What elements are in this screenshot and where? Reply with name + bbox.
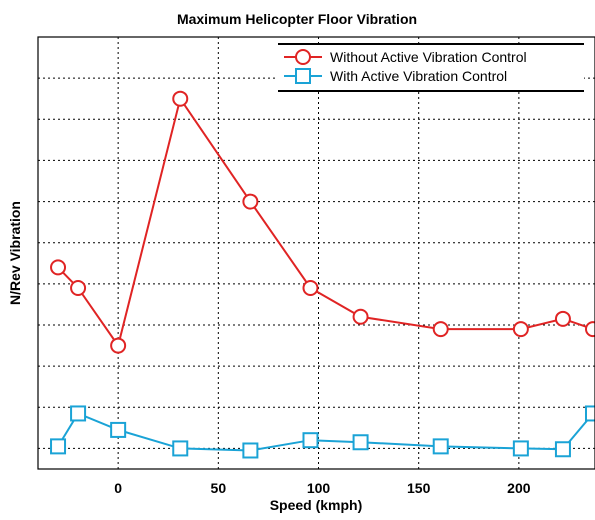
data-point-marker: [50, 438, 67, 455]
data-point-marker: [70, 279, 87, 296]
legend-label: With Active Vibration Control: [330, 68, 507, 84]
grid: [38, 37, 595, 469]
x-tick-label: 200: [507, 480, 531, 496]
data-point-marker: [554, 310, 571, 327]
legend-label: Without Active Vibration Control: [330, 49, 527, 65]
data-point-marker: [302, 279, 319, 296]
data-point-marker: [50, 259, 67, 276]
x-ticks: 0 50 100 150 200: [114, 480, 531, 496]
legend-box: [278, 44, 584, 91]
legend-marker: [295, 49, 311, 65]
legend-marker: [295, 68, 311, 84]
data-point-marker: [352, 308, 369, 325]
data-point-marker: [432, 321, 449, 338]
data-point-marker: [352, 434, 369, 451]
data-point-marker: [172, 90, 189, 107]
data-point-marker: [512, 440, 529, 457]
y-axis-label: N/Rev Vibration: [7, 201, 23, 305]
data-point-marker: [512, 321, 529, 338]
x-tick-label: 0: [114, 480, 122, 496]
plot-frame: [37, 36, 595, 470]
data-point-marker: [554, 441, 571, 458]
legend: Without Active Vibration Control With Act…: [278, 43, 584, 92]
data-point-marker: [70, 405, 87, 422]
series-line-1: [57, 412, 594, 452]
data-point-marker: [242, 442, 259, 459]
data-point-marker: [584, 321, 595, 338]
chart-title: Maximum Helicopter Floor Vibration: [177, 11, 417, 27]
data-point-marker: [584, 405, 595, 422]
data-point-marker: [302, 432, 319, 449]
data-point-marker: [110, 337, 127, 354]
data-point-marker: [110, 421, 127, 438]
x-tick-label: 150: [407, 480, 431, 496]
series-line-0: [57, 96, 594, 348]
data-point-marker: [172, 440, 189, 457]
x-axis-label: Speed (kmph): [270, 497, 363, 513]
x-tick-label: 50: [211, 480, 227, 496]
series-layer: [50, 90, 595, 459]
data-point-marker: [432, 438, 449, 455]
data-point-marker: [242, 193, 259, 210]
x-tick-label: 100: [307, 480, 331, 496]
